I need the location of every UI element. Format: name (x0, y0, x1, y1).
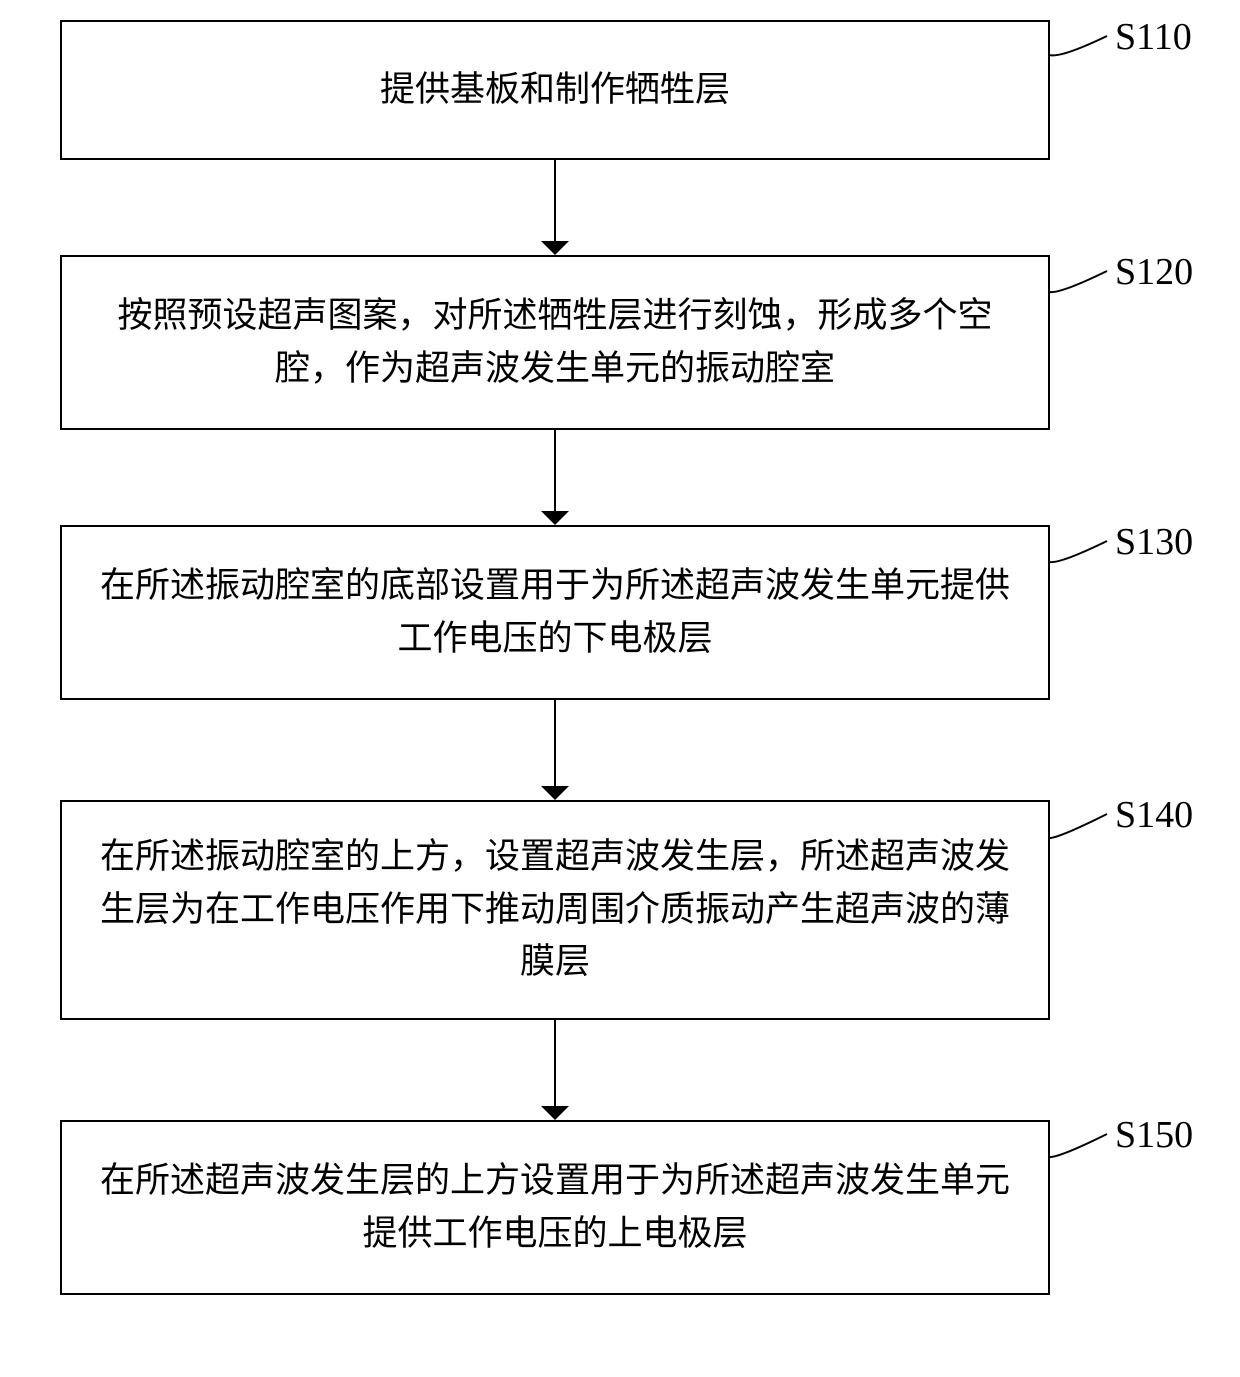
step-text-s130: 在所述振动腔室的底部设置用于为所述超声波发生单元提供工作电压的下电极层 (92, 560, 1018, 665)
step-box-s140: 在所述振动腔室的上方，设置超声波发生层，所述超声波发生层为在工作电压作用下推动周… (60, 800, 1050, 1020)
step-text-s140: 在所述振动腔室的上方，设置超声波发生层，所述超声波发生层为在工作电压作用下推动周… (92, 831, 1018, 989)
connector-s120 (1046, 267, 1111, 296)
arrow-head-1 (541, 511, 569, 525)
step-label-s140: S140 (1115, 793, 1193, 837)
connector-s130 (1046, 537, 1111, 566)
step-label-s120: S120 (1115, 250, 1193, 294)
step-text-s120: 按照预设超声图案，对所述牺牲层进行刻蚀，形成多个空腔，作为超声波发生单元的振动腔… (92, 290, 1018, 395)
step-box-s110: 提供基板和制作牺牲层 (60, 20, 1050, 160)
step-text-s150: 在所述超声波发生层的上方设置用于为所述超声波发生单元提供工作电压的上电极层 (92, 1155, 1018, 1260)
arrow-head-0 (541, 241, 569, 255)
arrow-line-2 (554, 700, 556, 786)
flowchart-canvas: 提供基板和制作牺牲层 S110 按照预设超声图案，对所述牺牲层进行刻蚀，形成多个空腔… (0, 0, 1240, 1377)
arrow-head-3 (541, 1106, 569, 1120)
step-label-s110: S110 (1115, 15, 1192, 59)
connector-s140 (1046, 810, 1111, 842)
arrow-head-2 (541, 786, 569, 800)
step-text-s110: 提供基板和制作牺牲层 (380, 64, 730, 117)
step-label-s150: S150 (1115, 1113, 1193, 1157)
arrow-line-3 (554, 1020, 556, 1106)
arrow-line-1 (554, 430, 556, 511)
connector-s150 (1046, 1130, 1111, 1161)
connector-s110 (1046, 32, 1111, 59)
arrow-line-0 (554, 160, 556, 241)
step-box-s130: 在所述振动腔室的底部设置用于为所述超声波发生单元提供工作电压的下电极层 (60, 525, 1050, 700)
step-box-s150: 在所述超声波发生层的上方设置用于为所述超声波发生单元提供工作电压的上电极层 (60, 1120, 1050, 1295)
step-box-s120: 按照预设超声图案，对所述牺牲层进行刻蚀，形成多个空腔，作为超声波发生单元的振动腔… (60, 255, 1050, 430)
step-label-s130: S130 (1115, 520, 1193, 564)
